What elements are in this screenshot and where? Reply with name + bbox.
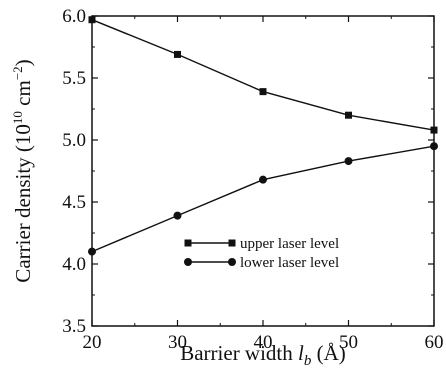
x-tick-label: 50 — [339, 332, 358, 353]
y-axis: 3.5 4.0 4.5 5.0 5.5 6.0 — [62, 6, 434, 337]
x-axis-subscript: b — [304, 353, 312, 369]
legend-label-2: lower laser level — [240, 255, 339, 271]
y-axis-label: Carrier density — [11, 157, 35, 283]
series-1-point — [88, 16, 96, 24]
series-1-point — [259, 88, 267, 96]
series-2-point — [259, 175, 267, 184]
series-2-point — [430, 142, 438, 151]
series-2-point — [88, 247, 96, 256]
series-2-point — [344, 157, 353, 166]
x-axis-symbol: l — [298, 341, 304, 365]
legend-marker-2 — [184, 258, 192, 266]
y-tick-label: 3.5 — [62, 316, 86, 337]
y-tick-label: 4.5 — [62, 192, 86, 213]
x-tick-label: 30 — [168, 332, 187, 353]
y-axis-unit-suffix: ) — [11, 59, 35, 66]
legend-label-1: upper laser level — [240, 236, 339, 252]
series-1-point — [174, 50, 181, 58]
series-line-1 — [91, 19, 435, 131]
y-axis-title: Carrier density (1010 cm−2) — [10, 59, 35, 282]
y-axis-unit-prefix: (10 — [11, 124, 35, 152]
y-tick-label: 4.0 — [62, 254, 86, 275]
y-axis-unit-exp: 10 — [10, 111, 25, 124]
plot-frame — [91, 15, 435, 327]
y-tick-label: 5.0 — [62, 130, 86, 151]
legend-marker-1 — [228, 239, 236, 247]
legend-marker-1 — [184, 239, 192, 247]
series-1-point — [345, 111, 352, 119]
legend: upper laser level lower laser level — [184, 236, 339, 271]
x-axis: 20 30 40 50 60 — [83, 16, 444, 353]
x-tick-label: 20 — [83, 332, 102, 353]
x-axis-title: Barrier width lb (Å) — [180, 341, 346, 369]
y-axis-unit-mid: cm — [11, 80, 35, 111]
series-group — [88, 16, 438, 256]
y-axis-unit-exp2: −2 — [10, 66, 25, 80]
x-axis-unit: (Å) — [317, 341, 346, 365]
x-tick-label: 60 — [425, 332, 444, 353]
y-tick-label: 5.5 — [62, 68, 86, 89]
series-2-point — [173, 211, 182, 220]
y-tick-label: 6.0 — [62, 6, 86, 27]
x-tick-label: 40 — [254, 332, 273, 353]
legend-marker-2 — [228, 258, 236, 266]
series-1-point — [430, 126, 438, 134]
x-axis-label: Barrier width — [180, 341, 293, 365]
